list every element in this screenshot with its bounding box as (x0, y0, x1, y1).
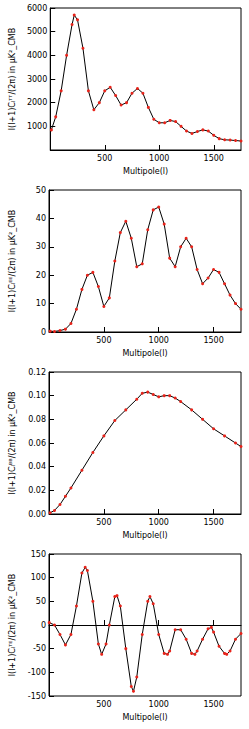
svg-text:1500: 1500 (203, 700, 223, 709)
svg-text:1000: 1000 (149, 518, 169, 527)
svg-text:Multipole(l): Multipole(l) (122, 713, 167, 722)
svg-text:-50: -50 (33, 644, 46, 653)
svg-text:0.00: 0.00 (28, 510, 46, 519)
svg-text:l(l+1)Cₗᵀᵀ/(2π) in μK²_CMB: l(l+1)Cₗᵀᵀ/(2π) in μK²_CMB (8, 28, 17, 130)
svg-text:Multipole(l): Multipole(l) (123, 167, 168, 176)
svg-text:1000: 1000 (149, 154, 169, 163)
svg-text:0.08: 0.08 (28, 415, 46, 424)
svg-text:l(l+1)Cₗᴱᴱ/(2π) in μK²_CMB: l(l+1)Cₗᴱᴱ/(2π) in μK²_CMB (8, 210, 17, 313)
svg-text:l(l+1)Cₗᵀᴱ/(2π) in μK²_CMB: l(l+1)Cₗᵀᴱ/(2π) in μK²_CMB (8, 574, 17, 676)
svg-text:500: 500 (96, 700, 111, 709)
svg-text:100: 100 (31, 573, 46, 582)
svg-text:500: 500 (97, 154, 112, 163)
svg-text:3000: 3000 (27, 75, 47, 84)
svg-text:150: 150 (31, 550, 46, 559)
svg-text:0.10: 0.10 (28, 391, 46, 400)
svg-text:0.12: 0.12 (28, 368, 46, 377)
svg-text:-150: -150 (28, 692, 46, 701)
svg-text:0: 0 (41, 621, 46, 630)
svg-text:6000: 6000 (27, 4, 47, 13)
svg-text:0.04: 0.04 (28, 462, 46, 471)
svg-text:0.02: 0.02 (28, 486, 46, 495)
svg-text:Multipole(l): Multipole(l) (122, 531, 167, 540)
svg-text:20: 20 (36, 271, 46, 280)
svg-text:4000: 4000 (27, 51, 47, 60)
svg-text:30: 30 (36, 242, 46, 251)
svg-text:50: 50 (36, 597, 46, 606)
svg-text:40: 40 (36, 214, 46, 223)
svg-text:500: 500 (96, 336, 111, 345)
svg-text:5000: 5000 (27, 27, 47, 36)
svg-text:0: 0 (41, 328, 46, 337)
svg-text:50: 50 (36, 186, 46, 195)
svg-text:1000: 1000 (149, 700, 169, 709)
svg-text:1500: 1500 (203, 518, 223, 527)
svg-text:Multipole(l): Multipole(l) (122, 349, 167, 358)
svg-text:1000: 1000 (149, 336, 169, 345)
svg-text:1500: 1500 (204, 154, 224, 163)
svg-text:l(l+1)Cₗᴮᴮ/(2π) in μK²_CMB: l(l+1)Cₗᴮᴮ/(2π) in μK²_CMB (8, 391, 17, 494)
svg-text:1500: 1500 (203, 336, 223, 345)
svg-text:0.06: 0.06 (28, 439, 46, 448)
svg-text:2000: 2000 (27, 98, 47, 107)
svg-text:1000: 1000 (27, 122, 47, 131)
svg-text:-100: -100 (28, 668, 46, 677)
svg-text:10: 10 (36, 299, 46, 308)
svg-text:500: 500 (96, 518, 111, 527)
